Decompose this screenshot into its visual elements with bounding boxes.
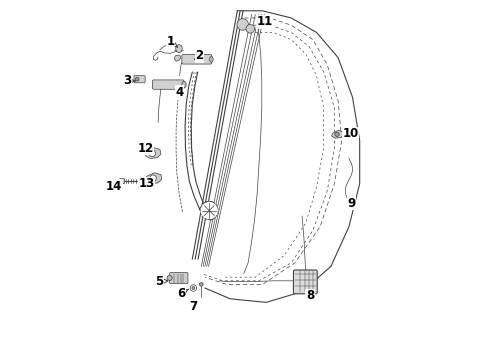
FancyBboxPatch shape	[293, 270, 317, 294]
FancyBboxPatch shape	[152, 80, 183, 89]
Text: 5: 5	[155, 275, 167, 288]
Circle shape	[149, 175, 156, 181]
Ellipse shape	[209, 57, 213, 62]
Circle shape	[190, 285, 196, 291]
Text: 10: 10	[342, 127, 358, 140]
Text: 9: 9	[347, 197, 355, 210]
Ellipse shape	[175, 45, 182, 53]
Circle shape	[149, 150, 155, 157]
Ellipse shape	[182, 81, 186, 88]
Circle shape	[237, 19, 248, 30]
Text: 11: 11	[256, 15, 272, 28]
Text: 12: 12	[137, 142, 153, 155]
Text: 6: 6	[177, 287, 188, 300]
Polygon shape	[145, 148, 161, 158]
Text: 4: 4	[175, 86, 183, 99]
Text: 1: 1	[166, 35, 177, 48]
Polygon shape	[145, 173, 162, 184]
Text: 7: 7	[189, 300, 197, 313]
Text: 2: 2	[194, 49, 203, 62]
FancyBboxPatch shape	[134, 76, 145, 83]
Text: 14: 14	[106, 180, 122, 193]
Circle shape	[167, 275, 172, 280]
Text: 8: 8	[305, 289, 313, 302]
FancyBboxPatch shape	[169, 273, 187, 284]
FancyBboxPatch shape	[182, 54, 211, 64]
Text: 3: 3	[123, 75, 135, 87]
FancyBboxPatch shape	[120, 179, 124, 184]
Circle shape	[192, 287, 194, 289]
Circle shape	[245, 24, 254, 33]
Circle shape	[135, 77, 139, 81]
Circle shape	[200, 202, 218, 220]
Circle shape	[199, 283, 203, 286]
Circle shape	[334, 132, 339, 136]
Text: 13: 13	[138, 177, 154, 190]
Polygon shape	[331, 130, 343, 138]
Polygon shape	[174, 55, 180, 61]
